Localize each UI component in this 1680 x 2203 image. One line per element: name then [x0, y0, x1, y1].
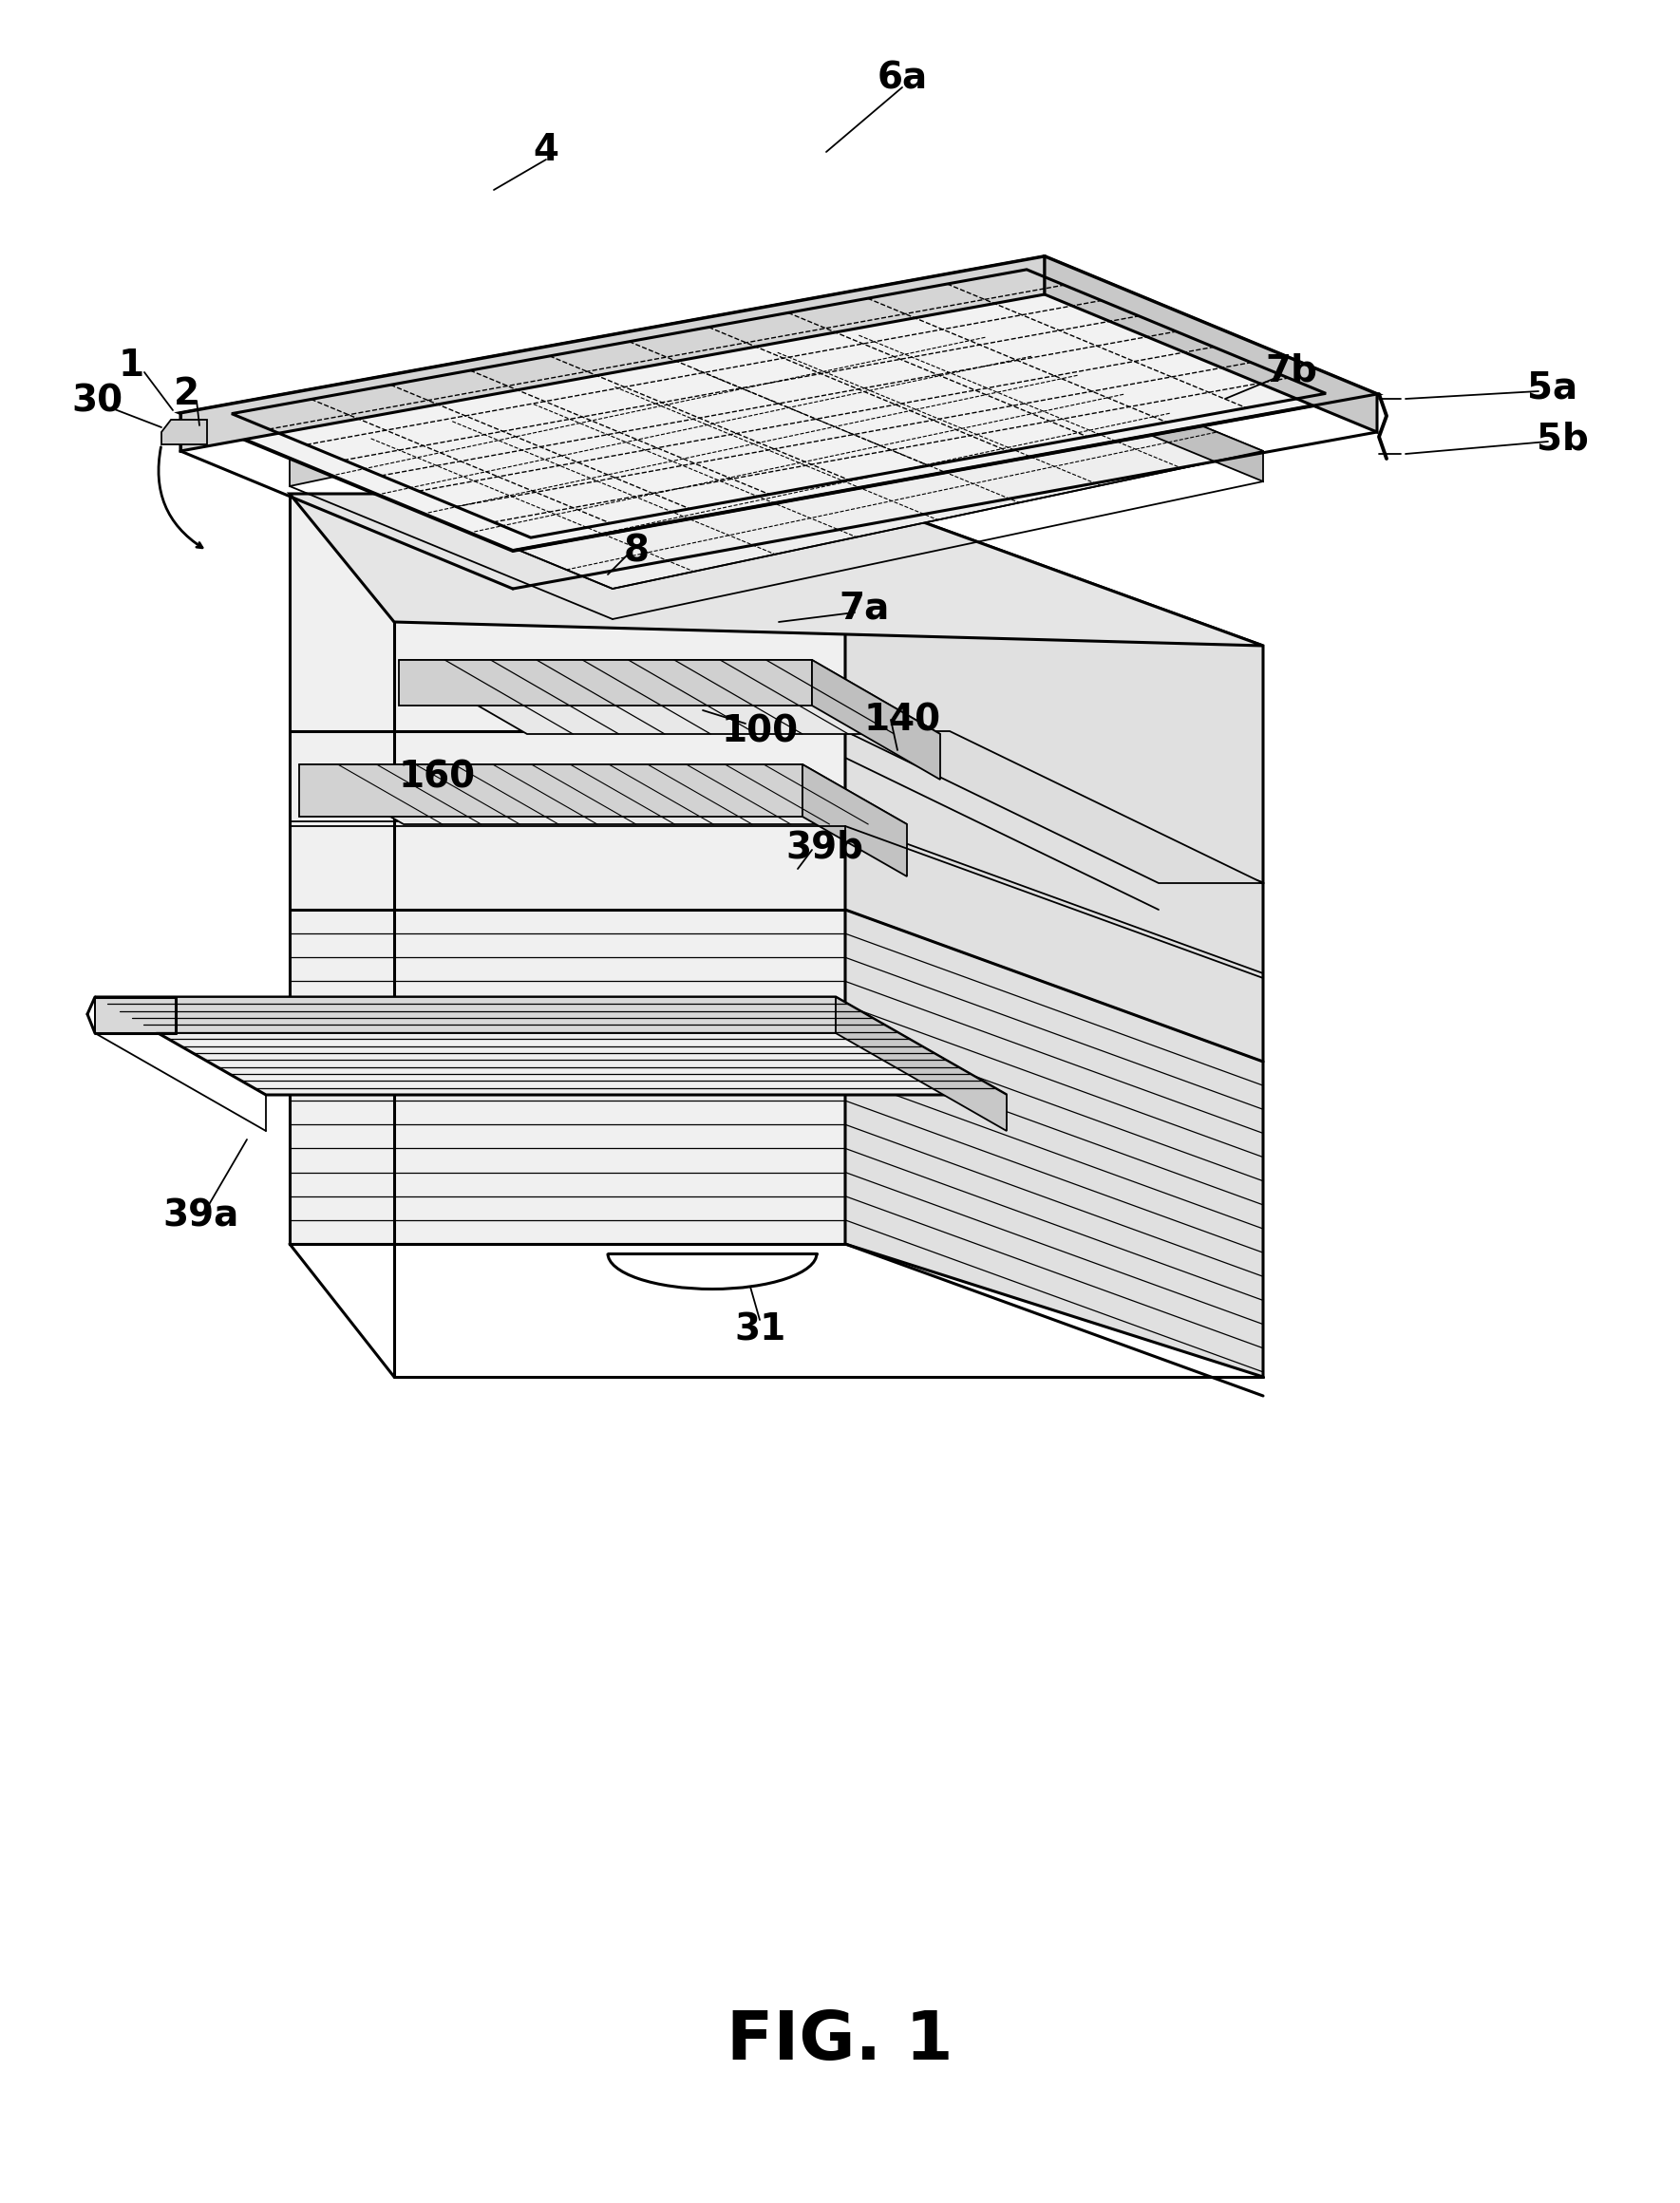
- Polygon shape: [845, 731, 1263, 883]
- Polygon shape: [398, 661, 941, 734]
- Polygon shape: [96, 998, 835, 1033]
- Polygon shape: [180, 256, 1378, 551]
- Polygon shape: [299, 764, 803, 817]
- Text: 4: 4: [533, 132, 559, 167]
- Text: 39b: 39b: [785, 828, 864, 866]
- Text: 30: 30: [71, 383, 123, 421]
- Text: 1: 1: [118, 348, 144, 383]
- Polygon shape: [289, 317, 941, 487]
- Text: 2: 2: [173, 377, 198, 412]
- Polygon shape: [161, 421, 207, 445]
- Text: 5a: 5a: [1527, 370, 1578, 405]
- Polygon shape: [96, 998, 1006, 1095]
- Polygon shape: [180, 256, 1045, 452]
- Polygon shape: [289, 493, 845, 1245]
- Text: 100: 100: [721, 714, 798, 749]
- Polygon shape: [803, 764, 907, 877]
- Polygon shape: [299, 764, 907, 824]
- Polygon shape: [289, 317, 1263, 588]
- Text: 7b: 7b: [1265, 352, 1317, 388]
- Text: 160: 160: [398, 758, 475, 795]
- Text: 7a: 7a: [838, 590, 889, 626]
- Text: FIG. 1: FIG. 1: [726, 2009, 953, 2075]
- Polygon shape: [845, 493, 1263, 1377]
- Text: 5b: 5b: [1536, 421, 1588, 456]
- Polygon shape: [1045, 256, 1378, 432]
- Polygon shape: [398, 661, 811, 705]
- Text: 39a: 39a: [163, 1198, 240, 1234]
- Text: 8: 8: [623, 533, 648, 568]
- Polygon shape: [941, 317, 1263, 482]
- Polygon shape: [811, 661, 941, 780]
- Polygon shape: [289, 493, 1263, 645]
- Polygon shape: [835, 998, 1006, 1130]
- Text: 31: 31: [734, 1311, 786, 1348]
- Text: 140: 140: [864, 703, 941, 738]
- Text: 6a: 6a: [877, 59, 927, 97]
